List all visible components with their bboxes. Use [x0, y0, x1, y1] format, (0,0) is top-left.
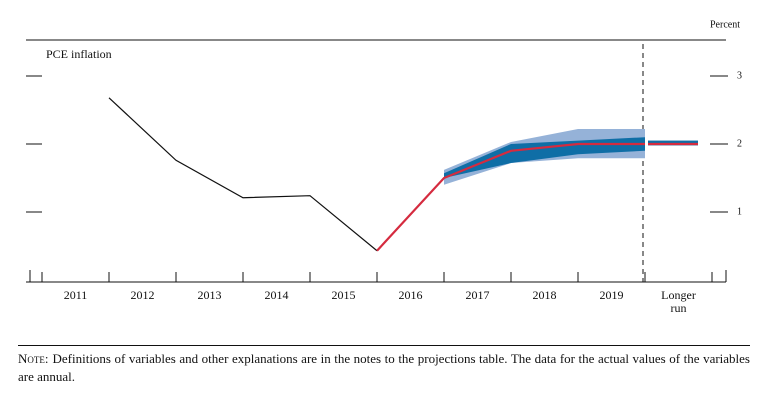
central-tendency-band [444, 137, 645, 178]
x-tick-label: 2014 [265, 288, 289, 302]
x-tick-label: 2017 [466, 288, 490, 302]
median-line [376, 142, 645, 252]
separator [18, 345, 750, 346]
x-tick-label: 2018 [533, 288, 557, 302]
y-tick-label: 2 [737, 138, 742, 149]
x-tick-label: 2015 [332, 288, 356, 302]
x-tick-label: 2013 [198, 288, 222, 302]
y-tick-label: 1 [737, 206, 742, 217]
chart-title: PCE inflation [46, 47, 112, 61]
note-label: Note: [18, 351, 49, 366]
x-tick-label: 2012 [131, 288, 155, 302]
note-text: Definitions of variables and other expla… [18, 351, 750, 384]
x-tick-label: 2011 [64, 288, 88, 302]
x-tick-label: 2016 [399, 288, 423, 302]
actual-line [108, 97, 378, 252]
note: Note: Definitions of variables and other … [18, 350, 750, 386]
chart: Percent PCE inflation 1 2 3 2011 2012 2013 201… [26, 19, 742, 315]
x-tick-label: Longer run [661, 288, 696, 315]
y-tick-label: 3 [737, 70, 742, 81]
y-axis-label: Percent [710, 19, 740, 30]
x-tick-label: 2019 [600, 288, 624, 302]
